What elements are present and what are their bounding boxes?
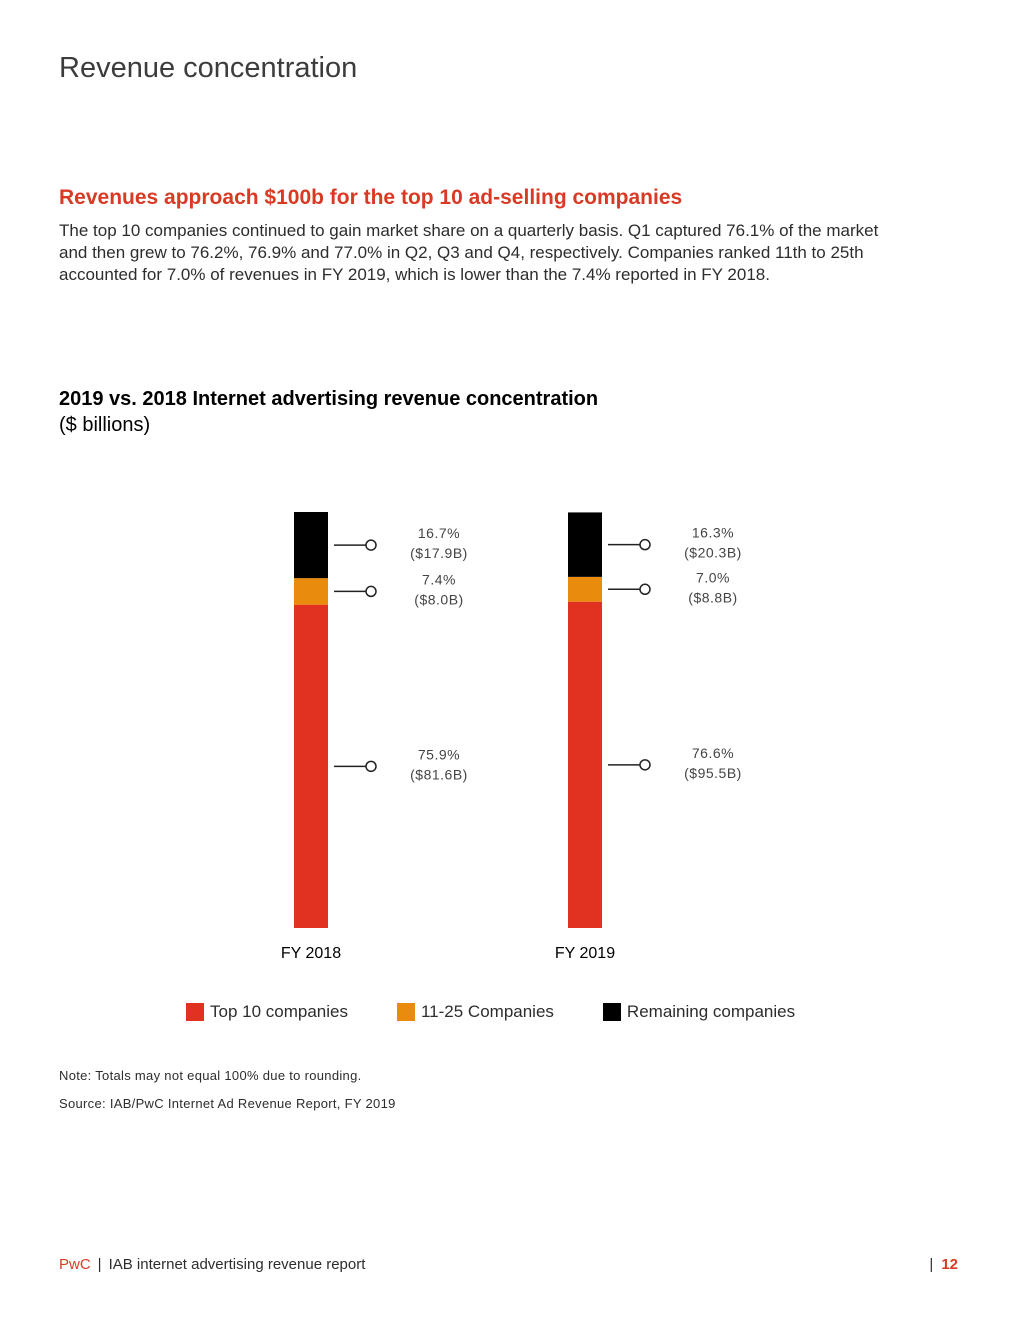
category-label: FY 2019 — [555, 945, 615, 962]
data-label-percent: 16.3% — [692, 525, 734, 541]
section-heading: Revenues approach $100b for the top 10 a… — [59, 186, 683, 209]
bar-segment-11-25-fy2018 — [294, 578, 328, 605]
chart-note: Note: Totals may not equal 100% due to r… — [59, 1068, 362, 1083]
footer-separator: | — [97, 1256, 102, 1273]
legend-label-remaining: Remaining companies — [626, 1002, 796, 1021]
page-number-separator: | — [929, 1256, 934, 1273]
data-label-value: ($8.8B) — [688, 589, 737, 605]
bar-segment-top10-fy2018 — [294, 604, 328, 928]
page-number-block: | 12 — [929, 1256, 958, 1273]
callout-marker — [639, 583, 651, 596]
footer-report-title: IAB internet advertising revenue report — [108, 1256, 366, 1273]
data-label-percent: 16.7% — [418, 525, 460, 541]
callout-marker — [365, 760, 377, 773]
legend-swatch-remaining — [602, 1003, 621, 1021]
legend-item-11-25: 11-25 Companies — [396, 1002, 554, 1022]
data-label-value: ($20.3B) — [684, 545, 742, 561]
callout-marker — [639, 538, 651, 551]
bar-segment-top10-fy2019 — [568, 601, 602, 928]
footer: PwC | IAB internet advertising revenue rep… — [59, 1256, 365, 1273]
bar-segment-11-25-fy2019 — [568, 576, 602, 602]
callout-marker — [639, 759, 651, 771]
data-label-percent: 7.4% — [422, 571, 456, 587]
bar-segment-remaining-fy2019 — [568, 512, 602, 577]
data-label-value: ($95.5B) — [684, 765, 742, 781]
category-label: FY 2018 — [281, 945, 341, 962]
legend-label-11-25: 11-25 Companies — [420, 1002, 554, 1021]
callout-marker — [365, 585, 377, 598]
data-label-percent: 76.6% — [692, 745, 734, 761]
legend-swatch-top10 — [186, 1003, 204, 1021]
stacked-bar-chart: 75.9% ($81.6B) 7.4% ($8.0B) 16.7% ($17.9B) FY … — [281, 512, 742, 962]
chart-title: 2019 vs. 2018 Internet advertising reven… — [59, 388, 599, 410]
chart-source: Source: IAB/PwC Internet Ad Revenue Repo… — [59, 1096, 396, 1111]
callout-marker — [365, 539, 377, 551]
data-label-percent: 7.0% — [696, 569, 730, 585]
body-paragraph: The top 10 companies continued to gain m… — [59, 221, 879, 284]
data-label-value: ($17.9B) — [410, 545, 468, 561]
data-label-percent: 75.9% — [418, 746, 460, 762]
legend-item-top10: Top 10 companies — [186, 1002, 348, 1022]
legend-label-top10: Top 10 companies — [210, 1002, 348, 1021]
footer-brand: PwC — [59, 1256, 91, 1273]
legend-swatch-11-25 — [396, 1003, 415, 1021]
legend-item-remaining: Remaining companies — [602, 1002, 796, 1022]
page-title: Revenue concentration — [59, 52, 358, 84]
data-label-value: ($81.6B) — [410, 766, 468, 782]
chart-legend: Top 10 companies 11-25 Companies Remaini… — [186, 1002, 844, 1022]
bar-segment-remaining-fy2018 — [294, 512, 328, 579]
chart-subtitle: ($ billions) — [59, 414, 151, 436]
page-number: 12 — [941, 1256, 958, 1273]
data-label-value: ($8.0B) — [414, 591, 463, 607]
